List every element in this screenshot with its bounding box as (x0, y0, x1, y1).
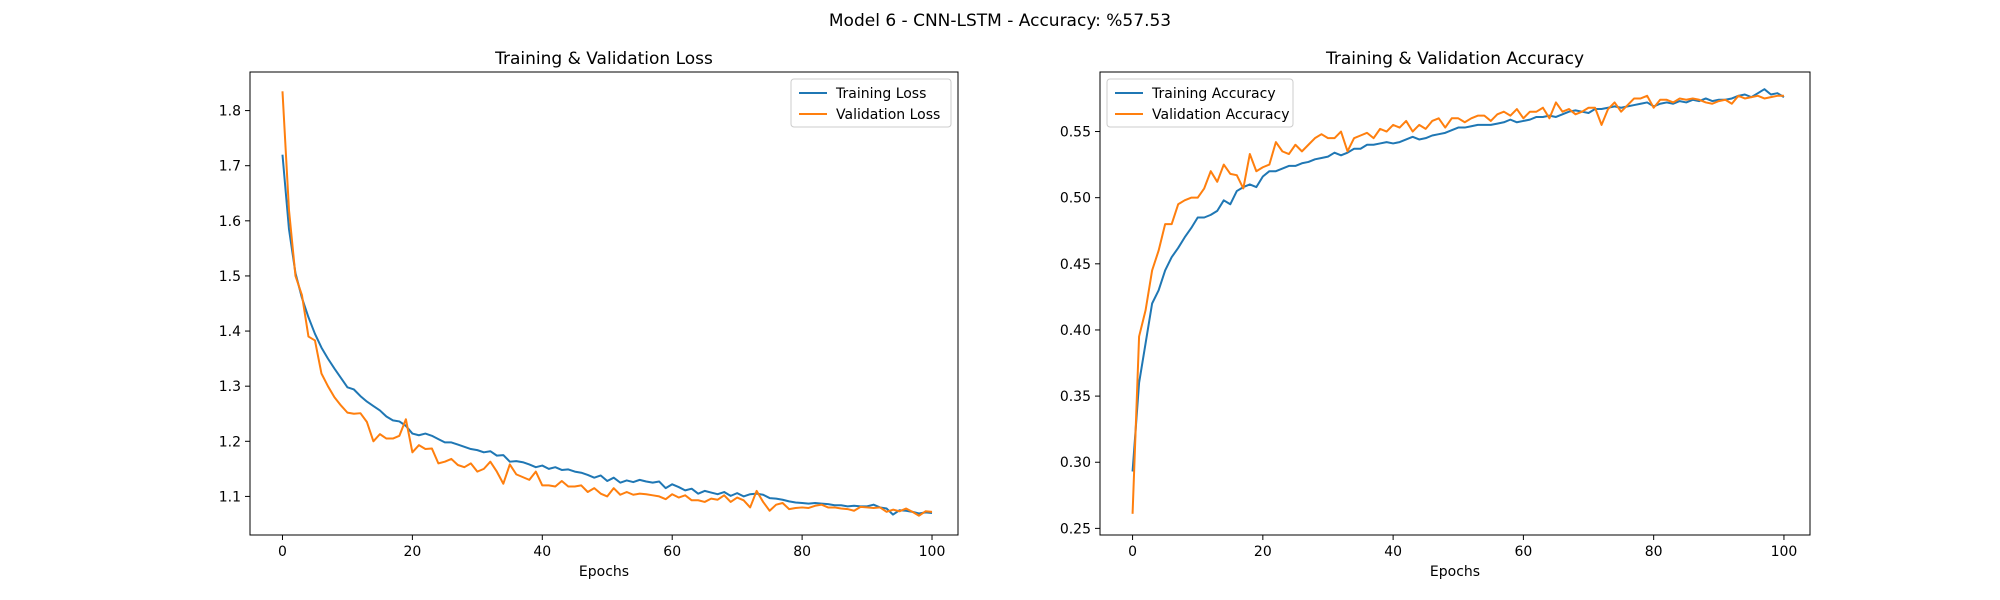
accuracy-chart-title: Training & Validation Accuracy (1325, 49, 1584, 69)
y-tick-label: 1.8 (219, 104, 241, 120)
training-loss-line (281, 154, 933, 516)
x-tick-label: 0 (278, 544, 287, 560)
y-tick-label: 0.55 (1060, 125, 1091, 141)
x-tick-label: 20 (1254, 544, 1272, 560)
loss-chart-legend: Training Loss Validation Loss (790, 78, 952, 128)
validation-accuracy-legend-label: Validation Accuracy (1152, 107, 1290, 123)
x-tick-label: 0 (1128, 544, 1137, 560)
y-tick-label: 0.35 (1060, 389, 1091, 405)
x-tick-label: 80 (793, 544, 811, 560)
y-tick-label: 0.30 (1060, 455, 1091, 471)
y-tick-label: 0.25 (1060, 521, 1091, 537)
training-accuracy-line (1131, 88, 1785, 472)
accuracy-chart-xlabel: Epochs (1430, 564, 1480, 580)
figure-suptitle: Model 6 - CNN-LSTM - Accuracy: %57.53 (829, 11, 1171, 31)
loss-chart-xlabel: Epochs (579, 564, 629, 580)
training-loss-legend-label: Training Loss (835, 86, 926, 102)
x-tick-label: 40 (533, 544, 551, 560)
training-accuracy-legend-label: Training Accuracy (1151, 86, 1276, 102)
validation-loss-line (281, 91, 933, 517)
y-tick-label: 1.3 (219, 379, 241, 395)
accuracy-chart: Training & Validation Accuracy 0 20 40 60 80… (1060, 49, 1811, 580)
x-tick-label: 20 (403, 544, 421, 560)
accuracy-chart-legend: Training Accuracy Validation Accuracy (1106, 78, 1294, 128)
y-tick-label: 1.6 (219, 214, 241, 230)
x-tick-label: 100 (1771, 544, 1798, 560)
y-tick-label: 1.1 (219, 489, 241, 505)
legend-box (1106, 78, 1294, 128)
y-tick-label: 1.5 (219, 269, 241, 285)
y-tick-label: 0.45 (1060, 257, 1091, 273)
validation-loss-legend-label: Validation Loss (836, 107, 940, 123)
y-tick-label: 1.4 (219, 324, 241, 340)
loss-chart: Training & Validation Loss 0 20 40 60 80 100 1… (219, 49, 959, 580)
y-tick-label: 1.7 (219, 159, 241, 175)
legend-box (790, 78, 952, 128)
y-tick-label: 0.40 (1060, 323, 1091, 339)
x-tick-label: 60 (663, 544, 681, 560)
x-tick-label: 80 (1645, 544, 1663, 560)
x-tick-label: 40 (1384, 544, 1402, 560)
loss-chart-title: Training & Validation Loss (494, 49, 713, 69)
y-tick-label: 1.2 (219, 434, 241, 450)
x-tick-label: 60 (1514, 544, 1532, 560)
loss-chart-frame (249, 71, 959, 536)
y-tick-label: 0.50 (1060, 191, 1091, 207)
x-tick-label: 100 (919, 544, 946, 560)
validation-accuracy-line (1131, 94, 1784, 514)
accuracy-chart-frame (1099, 71, 1811, 536)
